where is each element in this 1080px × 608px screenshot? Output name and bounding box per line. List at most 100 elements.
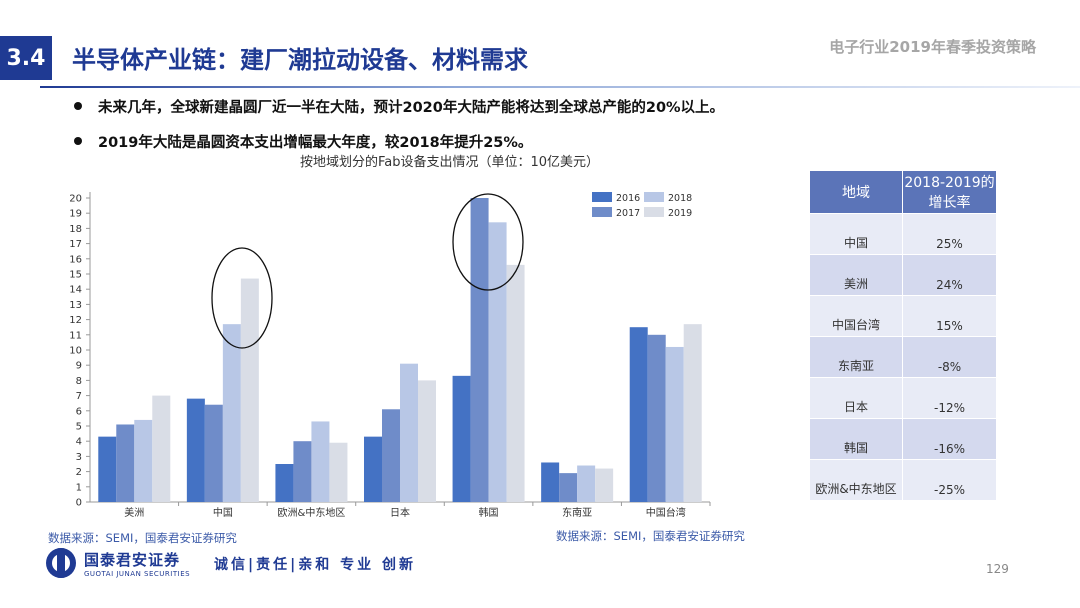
bullet-item-2: 2019年大陆是晶圆资本支出增幅最大年度，较2018年提升25%。 [74, 131, 532, 152]
y-tick-label: 12 [69, 315, 82, 326]
bar [152, 395, 171, 502]
chart-source-note: 数据来源：SEMI，国泰君安证券研究 [48, 531, 237, 545]
bar [98, 436, 117, 502]
bar [311, 421, 330, 502]
bar [134, 419, 153, 502]
section-number-badge: 3.4 [0, 36, 52, 80]
y-tick-label: 9 [76, 361, 82, 372]
x-tick-label: 东南亚 [562, 506, 592, 519]
bar [293, 441, 312, 502]
bar [683, 324, 702, 502]
logo-emblem-icon [46, 548, 76, 578]
table-cell-region: 日本 [809, 377, 903, 419]
legend-swatch [644, 192, 664, 202]
y-tick-label: 6 [76, 406, 82, 417]
logo-text: 国泰君安证券 GUOTAI JUNAN SECURITIES [84, 549, 190, 578]
y-tick-label: 3 [76, 452, 82, 463]
table-cell-rate: -25% [902, 459, 997, 501]
y-tick-label: 20 [69, 194, 82, 205]
table-cell-region: 欧洲&中东地区 [809, 459, 903, 501]
table-cell-rate: -12% [902, 377, 997, 419]
legend-label: 2018 [668, 193, 692, 204]
x-tick-label: 韩国 [479, 506, 499, 519]
company-slogan: 诚信|责任|亲和 专业 创新 [214, 557, 416, 573]
bar [665, 346, 684, 502]
bullet-item-1: 未来几年，全球新建晶圆厂近一半在大陆，预计2020年大陆产能将达到全球总产能的2… [74, 96, 724, 117]
y-tick-label: 7 [76, 391, 82, 402]
bar [382, 409, 400, 502]
bar [488, 222, 507, 502]
table-source-note: 数据来源：SEMI，国泰君安证券研究 [556, 529, 745, 543]
bar [275, 464, 294, 502]
table-cell-rate: 25% [902, 213, 997, 255]
page-number: 129 [986, 562, 1009, 576]
bar [559, 473, 578, 502]
legend-label: 2019 [668, 208, 692, 219]
bar [595, 468, 614, 502]
bar [240, 278, 259, 502]
y-tick-label: 16 [69, 254, 82, 265]
table-row: 中国台湾 15% [809, 295, 997, 337]
header-divider [40, 86, 1080, 88]
y-tick-label: 17 [69, 239, 82, 250]
table-row: 韩国 -16% [809, 418, 997, 460]
table-row: 欧洲&中东地区 -25% [809, 459, 997, 501]
growth-rate-table: 地域 2018-2019的增长率 中国 25% 美洲 24% 中国台湾 15% … [809, 170, 997, 501]
y-tick-label: 13 [69, 300, 82, 311]
y-tick-label: 18 [69, 224, 82, 235]
bar [116, 424, 135, 502]
bar [364, 436, 382, 502]
bar [329, 442, 348, 502]
y-tick-label: 4 [76, 437, 82, 448]
bullet-text-2: 2019年大陆是晶圆资本支出增幅最大年度，较2018年提升25%。 [98, 135, 533, 151]
y-tick-label: 5 [76, 422, 82, 433]
bar [186, 398, 205, 502]
bar [647, 334, 666, 502]
y-tick-label: 14 [69, 285, 82, 296]
table-cell-region: 东南亚 [809, 336, 903, 378]
report-name: 电子行业2019年春季投资策略 [829, 38, 1036, 56]
bar [541, 462, 560, 502]
table-row: 中国 25% [809, 213, 997, 255]
bar [204, 404, 223, 502]
table-row: 日本 -12% [809, 377, 997, 419]
bar [506, 264, 525, 502]
table-cell-rate: 15% [902, 295, 997, 337]
table-header-row: 地域 2018-2019的增长率 [809, 170, 997, 214]
bullet-text-1: 未来几年，全球新建晶圆厂近一半在大陆，预计2020年大陆产能将达到全球总产能的2… [98, 100, 725, 116]
y-tick-label: 1 [76, 482, 82, 493]
y-tick-label: 19 [69, 209, 82, 220]
table-cell-region: 美洲 [809, 254, 903, 296]
table-header-rate: 2018-2019的增长率 [902, 170, 997, 214]
company-logo: 国泰君安证券 GUOTAI JUNAN SECURITIES [46, 548, 190, 578]
legend-label: 2017 [616, 208, 640, 219]
page-title: 半导体产业链：建厂潮拉动设备、材料需求 [72, 46, 528, 74]
x-tick-label: 欧洲&中东地区 [278, 506, 346, 519]
y-tick-label: 0 [76, 498, 82, 509]
legend-swatch [592, 207, 612, 217]
section-number: 3.4 [6, 45, 46, 71]
y-tick-label: 8 [76, 376, 82, 387]
table-cell-rate: 24% [902, 254, 997, 296]
bar [452, 375, 471, 502]
table-cell-rate: -8% [902, 336, 997, 378]
bar [470, 198, 489, 502]
table-row: 美洲 24% [809, 254, 997, 296]
y-tick-label: 2 [76, 467, 82, 478]
x-tick-label: 中国台湾 [646, 506, 686, 519]
table-cell-region: 中国台湾 [809, 295, 903, 337]
legend-label: 2016 [616, 193, 640, 204]
bar [418, 380, 436, 502]
x-tick-label: 中国 [213, 506, 233, 519]
legend-swatch [644, 207, 664, 217]
y-tick-label: 10 [69, 346, 82, 357]
x-tick-label: 日本 [390, 506, 410, 519]
table-cell-region: 中国 [809, 213, 903, 255]
y-tick-label: 15 [69, 270, 82, 281]
bar [577, 465, 596, 502]
bar [629, 327, 648, 502]
chart-title: 按地域划分的Fab设备支出情况（单位：10亿美元） [300, 155, 600, 170]
y-tick-label: 11 [69, 330, 82, 341]
highlight-circle-korea [452, 193, 524, 291]
